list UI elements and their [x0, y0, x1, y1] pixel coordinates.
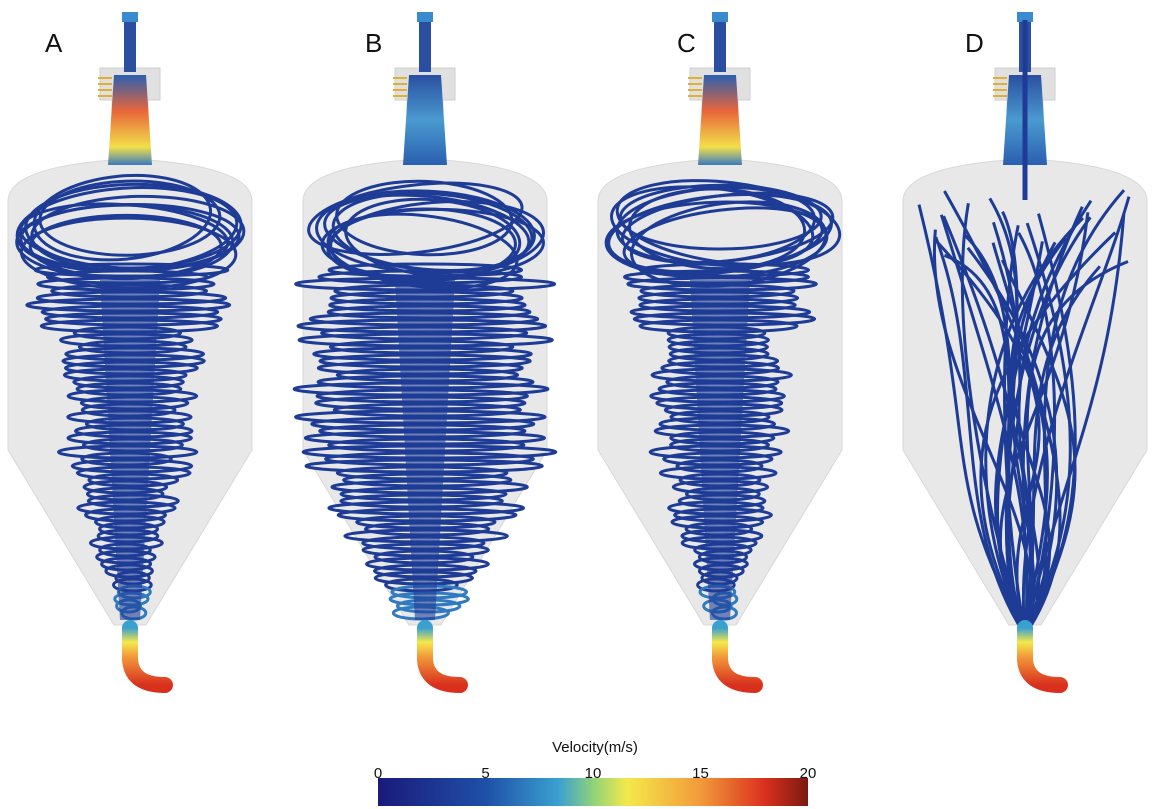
colorbar-tick-label: 20: [800, 765, 817, 782]
streamline: [307, 181, 524, 256]
core: [395, 280, 455, 620]
panel-label: B: [365, 28, 382, 58]
neck-flow: [698, 75, 742, 165]
streamline: [994, 241, 1044, 636]
outlet-flow: [122, 620, 173, 693]
streamline: [1017, 232, 1057, 636]
panels: A B C D: [7, 12, 1148, 693]
outlet-flow: [712, 620, 763, 693]
neck-flow: [108, 75, 152, 165]
streamline: [1023, 189, 1126, 636]
neck-flow: [403, 75, 447, 165]
colorbar-tick-label: 5: [481, 765, 489, 782]
streamline: [992, 221, 1027, 636]
panel-label: C: [677, 28, 696, 58]
streamline: [638, 262, 811, 278]
panel-label: A: [45, 28, 63, 58]
streamline: [335, 179, 514, 257]
cyclone-panel: C: [597, 12, 843, 693]
streamline: [327, 262, 524, 278]
colorbar-title: Velocity(m/s): [552, 739, 638, 756]
colorbar-gradient: [378, 778, 808, 806]
vortex-finder-top: [712, 12, 728, 22]
core: [690, 280, 750, 620]
cyclone-panel: B: [292, 12, 558, 693]
cyclone-panel: A: [7, 12, 253, 693]
streamline: [33, 262, 230, 278]
core: [100, 280, 160, 620]
vortex-finder-top: [1017, 12, 1033, 22]
vortex-finder-top: [417, 12, 433, 22]
colorbar-tick-label: 0: [374, 765, 382, 782]
streamline: [19, 202, 230, 271]
colorbar-tick-label: 15: [692, 765, 709, 782]
streamline: [618, 183, 823, 251]
streamline: [1023, 222, 1072, 636]
streamline: [1017, 199, 1093, 636]
cyclone-panel: D: [902, 12, 1148, 693]
panel-label: D: [965, 28, 984, 58]
colorbar-tick-label: 10: [585, 765, 602, 782]
streamline: [934, 236, 1027, 636]
vortex-finder-top: [122, 12, 138, 22]
outlet-flow: [1017, 620, 1068, 693]
streamline: [1021, 196, 1131, 636]
streamline: [1011, 241, 1057, 636]
outlet-flow: [417, 620, 468, 693]
vortex-finder: [419, 12, 431, 72]
streamline: [315, 189, 536, 275]
vortex-finder: [714, 12, 726, 72]
colorbar: Velocity(m/s) 0 5 10 15 20: [374, 739, 817, 806]
vortex-finder: [124, 12, 136, 72]
streamline: [615, 179, 842, 267]
streamline: [984, 216, 1085, 636]
